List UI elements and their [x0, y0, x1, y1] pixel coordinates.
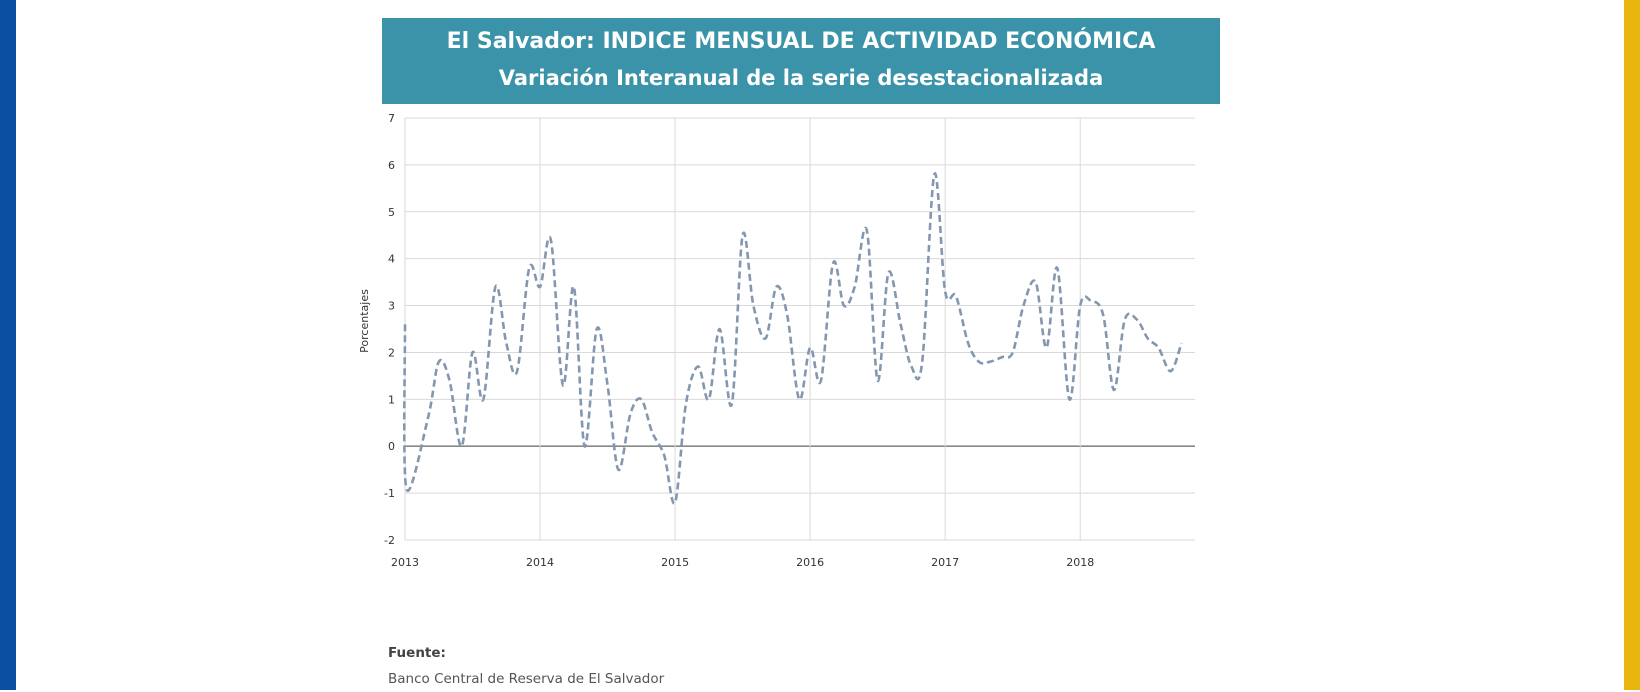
x-axis: 2013 2014 2015 2016 2017 2018 — [391, 556, 1094, 569]
right-accent-bar — [1624, 0, 1640, 690]
y-tick-label: 7 — [388, 112, 395, 125]
grid — [404, 117, 1195, 541]
left-accent-bar — [0, 0, 16, 690]
source-text: Banco Central de Reserva de El Salvador — [388, 671, 665, 687]
y-tick-label: -2 — [384, 534, 395, 547]
y-axis-label: Porcentajes — [358, 289, 371, 353]
x-tick-label: 2017 — [931, 556, 959, 569]
chart-title-box: El Salvador: INDICE MENSUAL DE ACTIVIDAD… — [382, 18, 1220, 104]
x-tick-label: 2015 — [661, 556, 689, 569]
y-tick-label: 0 — [388, 440, 395, 453]
y-tick-label: 5 — [388, 206, 395, 219]
y-tick-label: 3 — [388, 300, 395, 313]
y-tick-label: 1 — [388, 393, 395, 406]
chart-subtitle: Variación Interanual de la serie desesta… — [498, 66, 1104, 90]
x-tick-label: 2016 — [796, 556, 824, 569]
y-tick-label: 4 — [388, 253, 395, 266]
y-tick-label: 2 — [388, 346, 395, 359]
y-tick-label: 6 — [388, 159, 395, 172]
x-tick-label: 2013 — [391, 556, 419, 569]
x-tick-label: 2014 — [526, 556, 554, 569]
source-label: Fuente: — [388, 645, 446, 661]
x-tick-label: 2018 — [1066, 556, 1094, 569]
line-chart: -2 -1 0 1 2 3 4 5 6 7 2013 2014 2015 2016 2017 2018 Po… — [358, 112, 1195, 569]
y-axis: -2 -1 0 1 2 3 4 5 6 7 — [384, 112, 395, 547]
source-note: Fuente: Banco Central de Reserva de El S… — [388, 640, 664, 692]
series-line — [402, 172, 1183, 505]
chart-title: El Salvador: INDICE MENSUAL DE ACTIVIDAD… — [446, 29, 1156, 54]
y-tick-label: -1 — [384, 487, 395, 500]
